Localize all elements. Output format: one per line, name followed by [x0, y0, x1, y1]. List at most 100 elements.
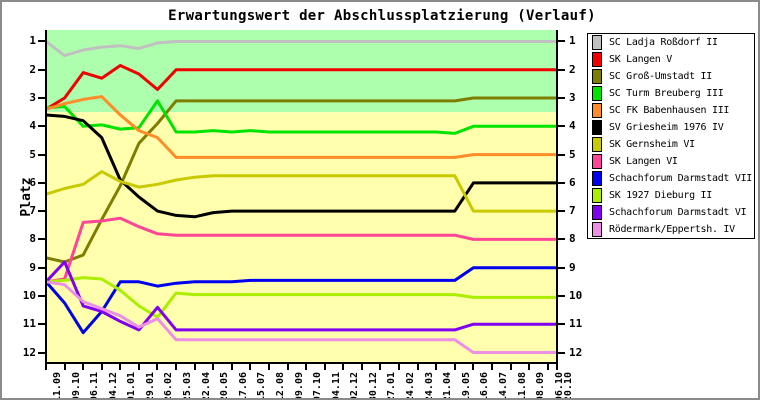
x-tick — [156, 364, 159, 370]
chart-title: Erwartungswert der Abschlussplatzierung … — [168, 8, 596, 24]
legend-swatch — [592, 86, 602, 101]
x-tick — [528, 364, 531, 370]
legend-label: SC Ladja Roßdorf II — [609, 37, 718, 48]
x-tick — [472, 364, 475, 370]
x-tick-label: 04.11 — [330, 372, 342, 400]
x-tick — [100, 364, 103, 370]
y-tick-label-right: 8 — [569, 232, 576, 246]
x-tick — [212, 364, 215, 370]
y-tick-label-right: 1 — [569, 34, 576, 48]
y-tick-right — [558, 323, 565, 326]
legend-label: Schachforum Darmstadt VI — [609, 207, 747, 218]
legend-label: SC FK Babenhausen III — [609, 105, 730, 116]
x-tick — [119, 364, 122, 370]
y-tick-label: 10 — [22, 288, 36, 302]
y-tick-label: 6 — [29, 175, 36, 189]
x-tick — [509, 364, 512, 370]
plot-area — [45, 30, 558, 364]
legend-box: SC Ladja Roßdorf II SK Langen V SC Groß-Um… — [587, 33, 755, 239]
x-tick — [305, 364, 308, 370]
x-tick — [435, 364, 438, 370]
legend-swatch — [592, 171, 602, 186]
series-line-4 — [45, 99, 557, 135]
y-tick-right — [558, 40, 565, 43]
y-tick-right — [558, 153, 565, 156]
y-tick-left — [38, 323, 45, 326]
x-tick — [63, 364, 66, 370]
y-tick-left — [38, 97, 45, 100]
legend-entry: SK 1927 Dieburg II — [588, 187, 754, 204]
series-line-1 — [45, 40, 557, 58]
x-tick — [45, 364, 47, 370]
legend-entry: SC Turm Breuberg III — [588, 85, 754, 102]
x-tick-label: 20.10 — [563, 372, 574, 400]
x-tick-label: 24.02 — [405, 372, 417, 400]
legend-swatch — [592, 69, 602, 84]
x-tick — [137, 364, 140, 370]
y-tick-label: 1 — [29, 34, 36, 48]
y-tick-right — [558, 68, 565, 71]
x-tick — [556, 364, 558, 370]
x-tick-label: 09.10 — [70, 372, 82, 400]
legend-label: Schachforum Darmstadt VII — [609, 173, 753, 184]
y-tick-label: 7 — [29, 204, 36, 218]
series-line-9 — [45, 266, 557, 335]
series-line-2 — [45, 64, 557, 111]
legend-entry: SC Ladja Roßdorf II — [588, 34, 754, 51]
x-tick — [453, 364, 456, 370]
legend-entry: Schachforum Darmstadt VI — [588, 204, 754, 221]
x-tick — [193, 364, 196, 370]
series-line-3 — [45, 96, 557, 264]
y-tick-left — [38, 210, 45, 213]
x-tick — [342, 364, 345, 370]
y-tick-label: 5 — [29, 147, 36, 161]
y-tick-label: 2 — [29, 62, 36, 76]
legend-entry: Schachforum Darmstadt VII — [588, 170, 754, 187]
x-tick — [249, 364, 252, 370]
y-tick-label-right: 2 — [569, 62, 576, 76]
x-tick-label: 14.07 — [497, 372, 509, 400]
x-tick-label: 21.04 — [442, 372, 454, 400]
legend-swatch — [592, 154, 602, 169]
x-tick-label: 09.09 — [293, 372, 305, 400]
x-tick-label: 07.10 — [312, 372, 324, 400]
y-tick-label-right: 10 — [569, 288, 583, 302]
y-tick-label-right: 3 — [569, 91, 576, 105]
y-tick-label: 4 — [29, 119, 36, 133]
y-tick-right — [558, 266, 565, 269]
legend-label: SK 1927 Dieburg II — [609, 190, 712, 201]
series-line-11 — [45, 260, 557, 332]
x-tick-label: 19.05 — [460, 372, 472, 400]
x-tick-label: 25.03 — [182, 372, 194, 400]
legend-label: SK Gernsheim VI — [609, 139, 695, 150]
legend-swatch — [592, 103, 602, 118]
legend-swatch — [592, 35, 602, 50]
legend-swatch — [592, 188, 602, 203]
y-tick-left — [38, 238, 45, 241]
x-tick-label: 16.06 — [479, 372, 491, 400]
legend-entry: SK Gernsheim VI — [588, 136, 754, 153]
x-tick-label: 11.09 — [52, 372, 63, 400]
series-line-8 — [45, 216, 557, 284]
legend-entry: SK Langen V — [588, 51, 754, 68]
x-tick-label: 15.07 — [256, 372, 268, 400]
x-tick — [82, 364, 85, 370]
x-tick-label: 27.01 — [386, 372, 398, 400]
legend-swatch — [592, 222, 602, 237]
x-tick-label: 04.12 — [107, 372, 119, 400]
series-line-5 — [45, 95, 557, 159]
legend-entry: SV Griesheim 1976 IV — [588, 119, 754, 136]
series-line-7 — [45, 170, 557, 213]
y-tick-left — [38, 40, 45, 43]
legend-label: SC Turm Breuberg III — [609, 88, 724, 99]
x-tick-label: 17.06 — [237, 372, 249, 400]
y-tick-left — [38, 68, 45, 71]
x-tick-label: 02.12 — [349, 372, 361, 400]
y-tick-right — [558, 294, 565, 297]
y-tick-left — [38, 125, 45, 128]
legend-swatch — [592, 52, 602, 67]
y-tick-label-right: 11 — [569, 317, 583, 331]
legend-label: SK Langen VI — [609, 156, 678, 167]
x-tick-label: 01.01 — [126, 372, 138, 400]
